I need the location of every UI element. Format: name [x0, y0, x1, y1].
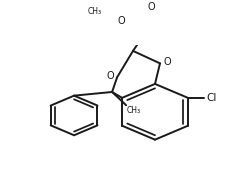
Text: O: O [117, 16, 125, 26]
Text: CH₃: CH₃ [88, 7, 102, 16]
Text: O: O [147, 2, 155, 12]
Text: O: O [106, 71, 114, 81]
Text: CH₃: CH₃ [127, 106, 141, 115]
Text: Cl: Cl [207, 93, 217, 103]
Text: O: O [163, 57, 171, 67]
